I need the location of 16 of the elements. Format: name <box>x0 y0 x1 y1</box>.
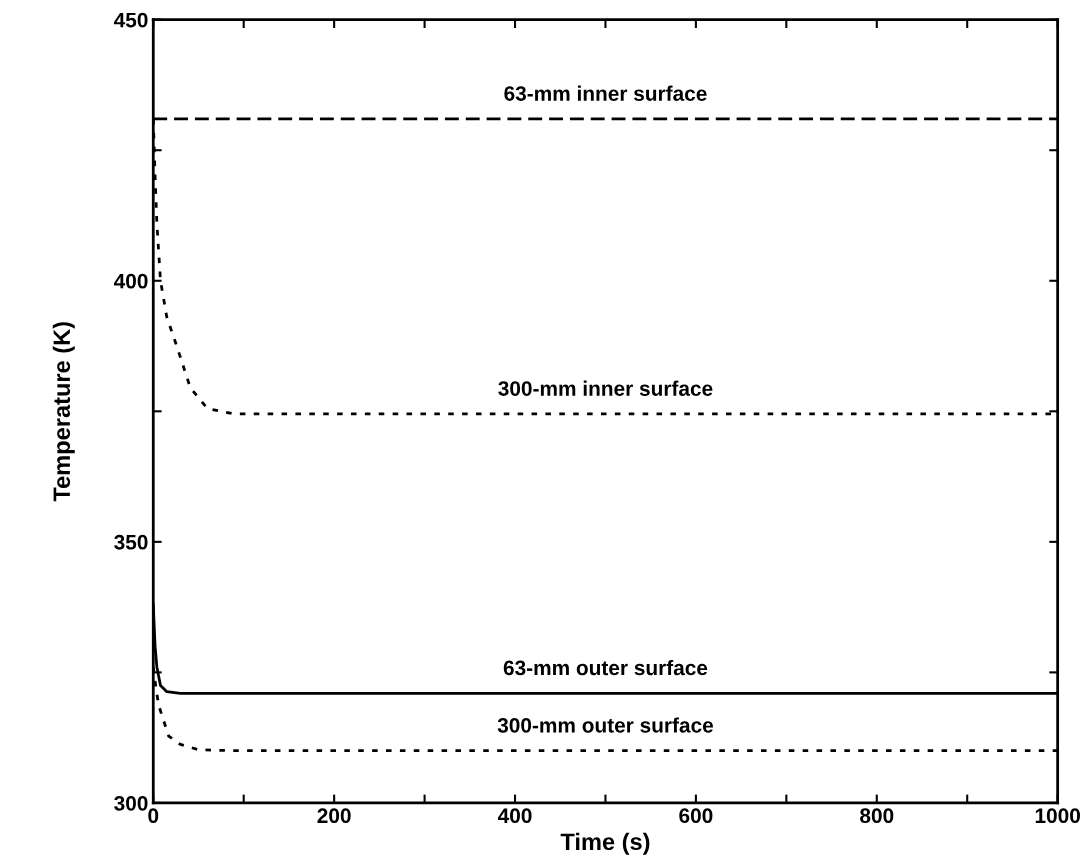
x-tick-label: 600 <box>679 808 713 824</box>
x-tick-label: 800 <box>860 808 894 824</box>
y-tick-label: 450 <box>113 12 148 28</box>
x-axis-title: Time (s) <box>560 832 650 855</box>
y-axis-title: Temperature (K) <box>52 322 75 502</box>
y-tick-label: 300 <box>114 795 148 811</box>
series-label: 300-mm outer surface <box>497 717 714 733</box>
y-tick-label: 400 <box>113 273 148 289</box>
series-label: 300-mm inner surface <box>498 380 713 396</box>
x-tick-label: 400 <box>497 808 532 824</box>
y-tick-label: 350 <box>114 534 148 550</box>
x-tick-label: 200 <box>317 808 351 824</box>
series-label: 63-mm inner surface <box>504 85 707 101</box>
x-tick-label: 1000 <box>1035 808 1080 824</box>
series-label: 63-mm outer surface <box>503 659 708 676</box>
x-tick-label: 0 <box>148 808 159 824</box>
